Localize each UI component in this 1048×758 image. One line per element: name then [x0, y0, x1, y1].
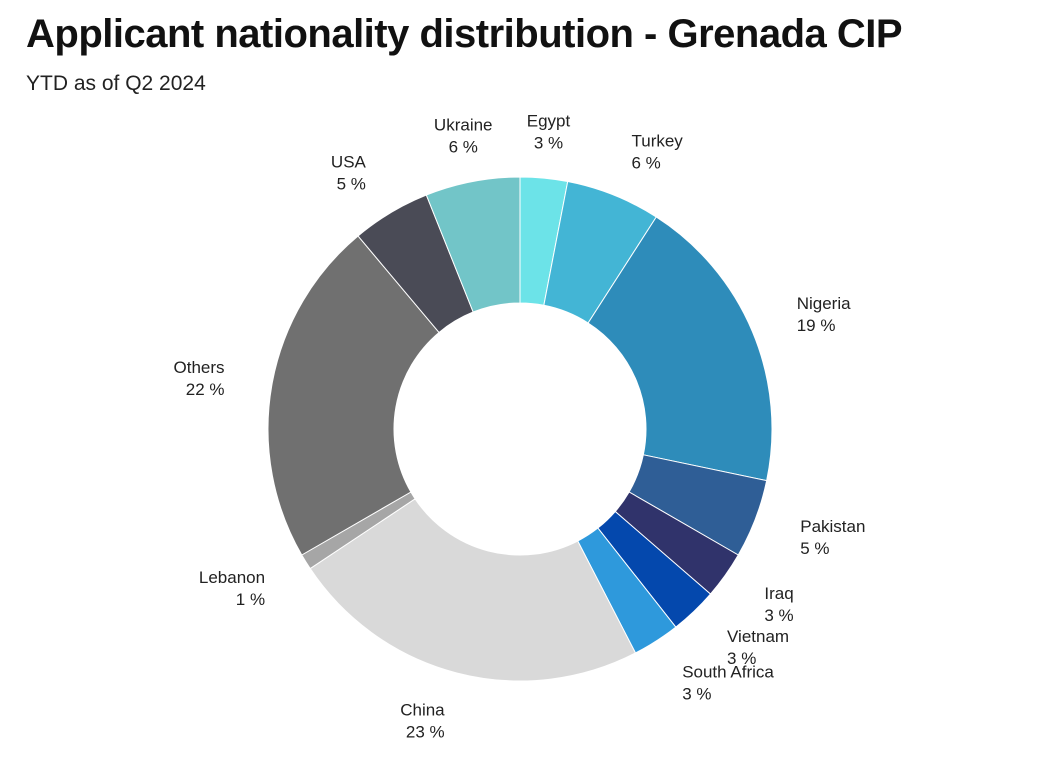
label-china: China [400, 700, 445, 719]
value-lebanon: 1 % [236, 590, 265, 609]
value-usa: 5 % [337, 175, 366, 194]
value-vietnam: 3 % [727, 649, 756, 668]
value-nigeria: 19 % [797, 316, 836, 335]
value-pakistan: 5 % [800, 539, 829, 558]
value-south-africa: 3 % [682, 684, 711, 703]
slice-labels: Egypt 3 % Turkey 6 % Nigeria 19 % Pakistan 5 % I… [174, 111, 866, 741]
value-ukraine: 6 % [449, 137, 478, 156]
chart-subtitle: YTD as of Q2 2024 [26, 72, 206, 95]
label-turkey: Turkey [631, 131, 683, 150]
label-ukraine: Ukraine [434, 115, 493, 134]
label-egypt: Egypt [527, 111, 571, 130]
slice-ukraine [425, 176, 521, 313]
label-lebanon: Lebanon [199, 568, 265, 587]
slice-china [309, 498, 637, 682]
slice-nigeria [587, 216, 773, 482]
label-vietnam: Vietnam [727, 627, 789, 646]
label-nigeria: Nigeria [797, 294, 851, 313]
value-china: 23 % [406, 722, 445, 741]
label-others: Others [174, 358, 225, 377]
value-others: 22 % [186, 380, 225, 399]
value-egypt: 3 % [534, 133, 563, 152]
donut-slices [267, 176, 773, 682]
label-south-africa: South Africa [682, 662, 774, 681]
slice-others [267, 235, 440, 556]
label-usa: USA [331, 153, 367, 172]
value-iraq: 3 % [764, 606, 793, 625]
chart-title: Applicant nationality distribution - Gre… [26, 12, 903, 56]
value-turkey: 6 % [631, 153, 660, 172]
label-pakistan: Pakistan [800, 517, 865, 536]
label-iraq: Iraq [764, 584, 793, 603]
